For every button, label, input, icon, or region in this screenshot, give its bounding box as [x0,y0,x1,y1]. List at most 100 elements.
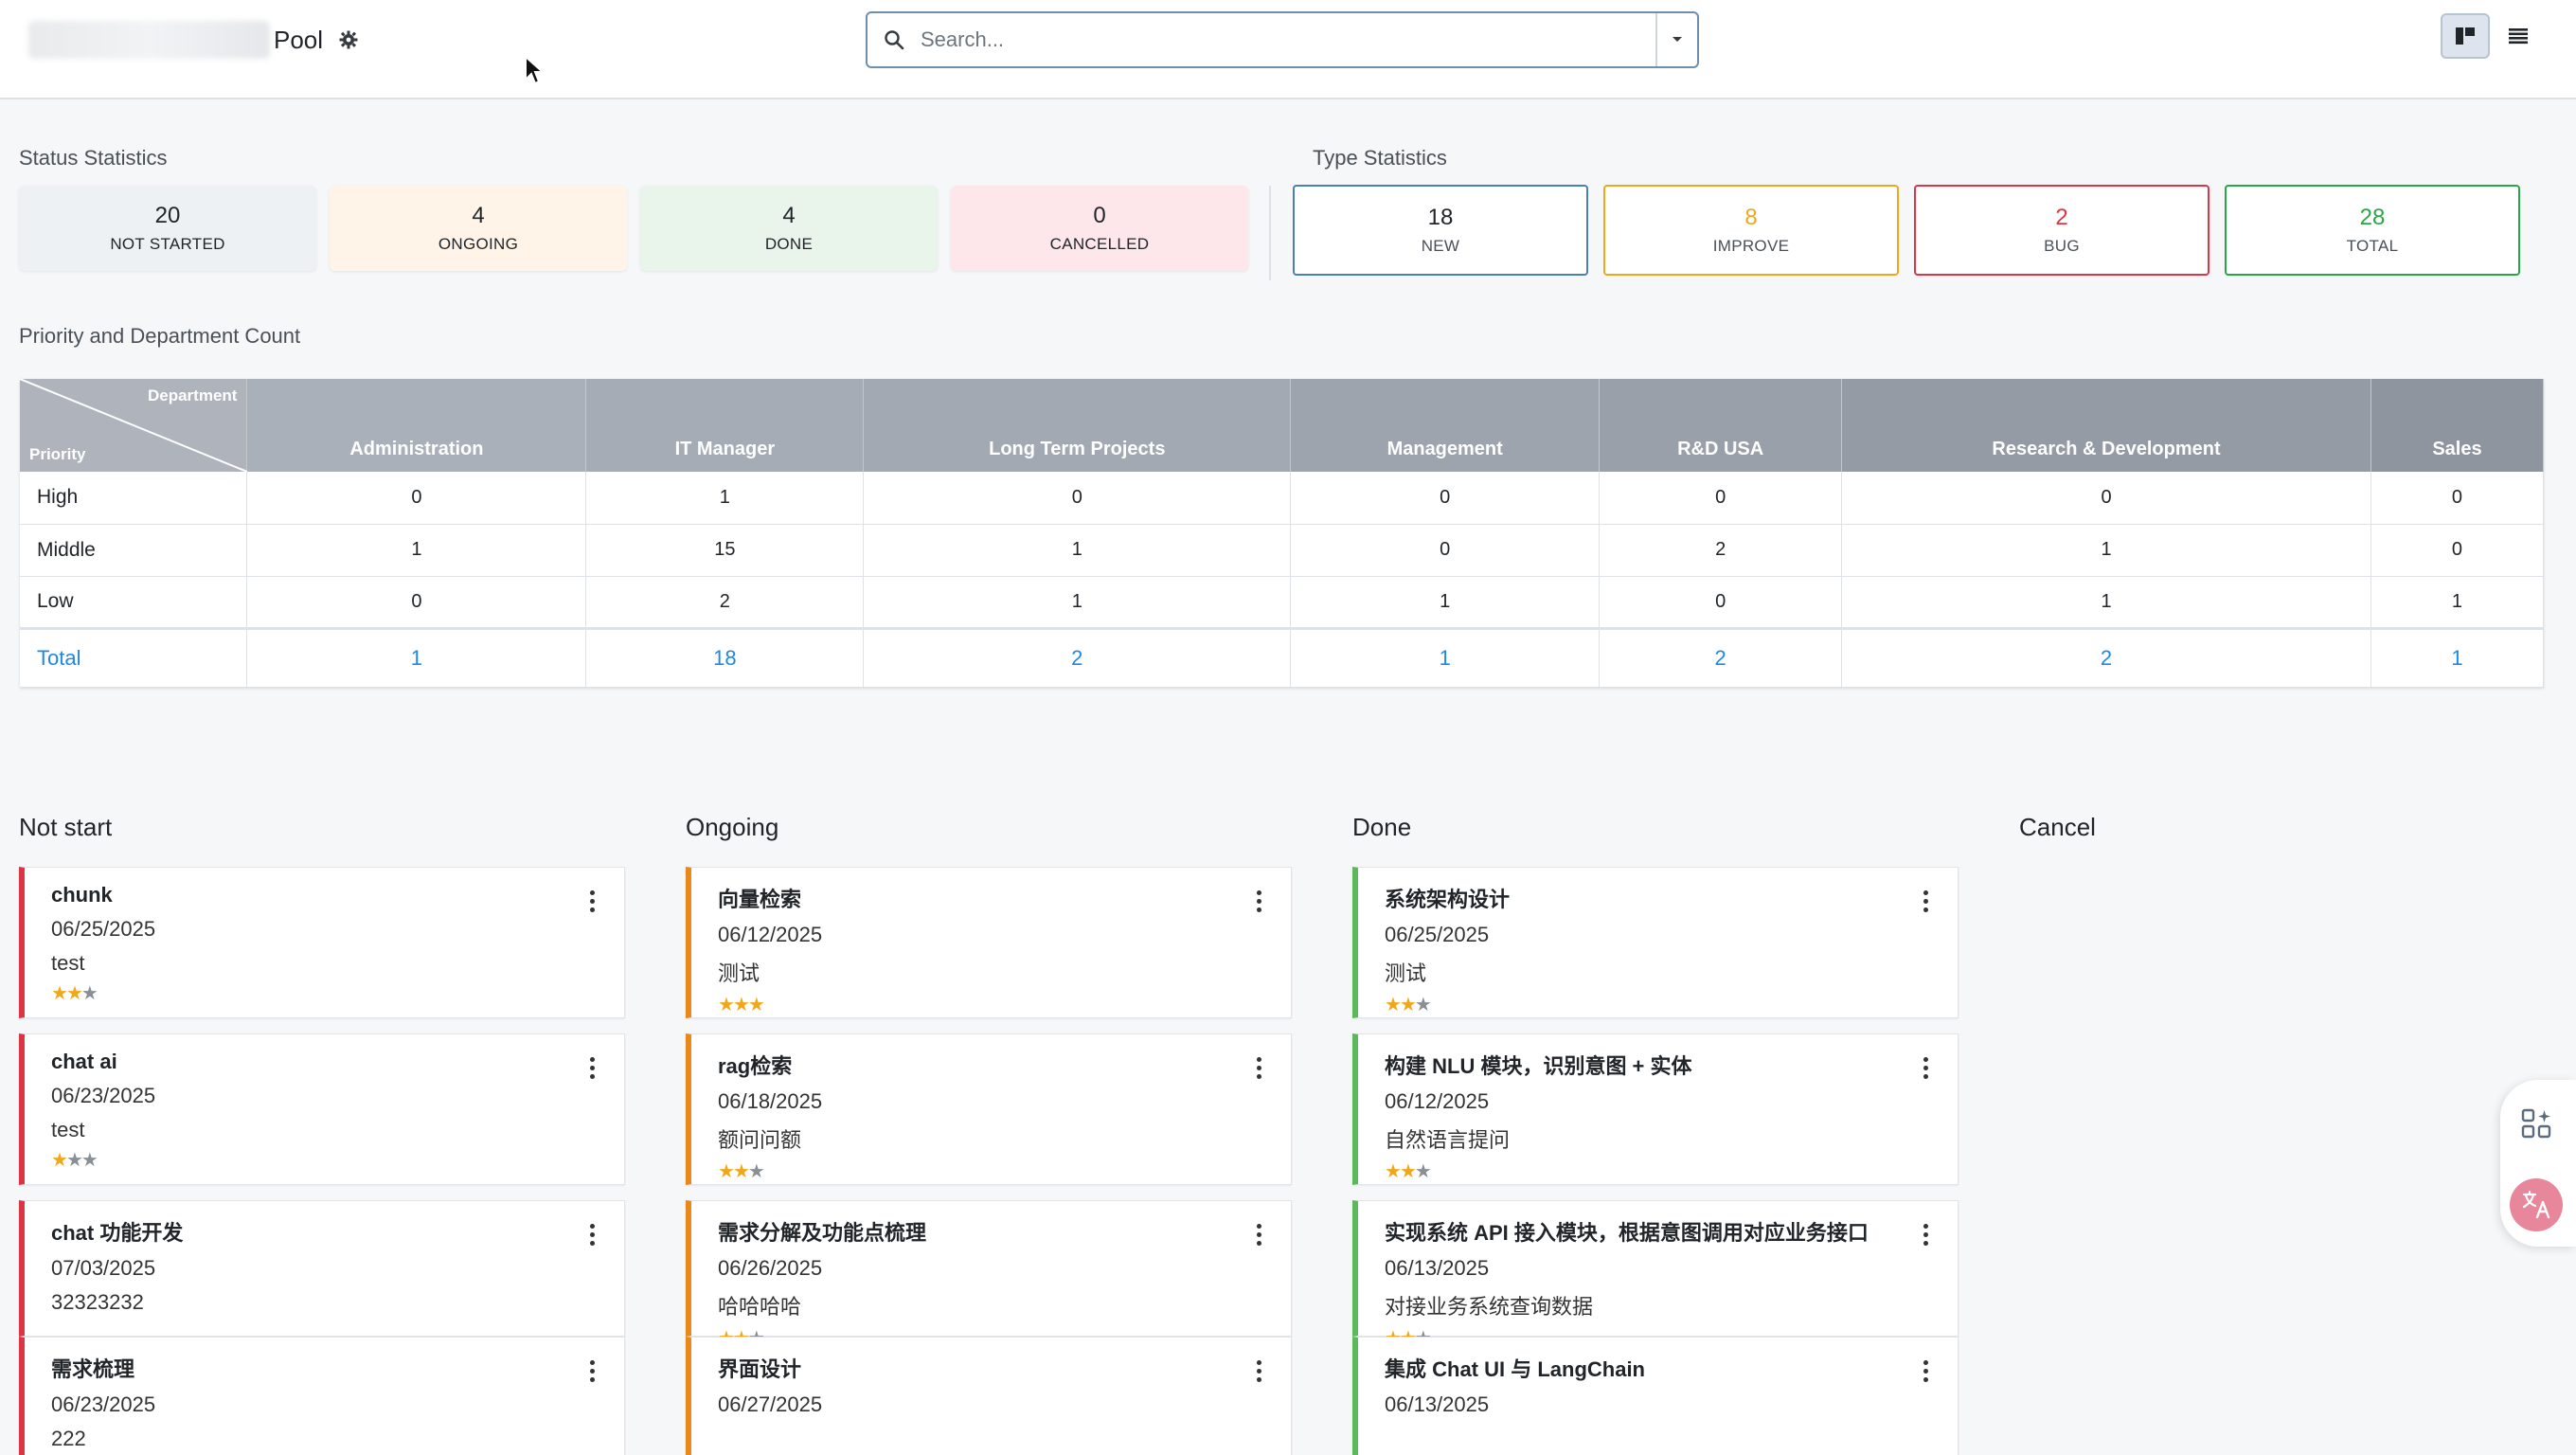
table-header-row: Department Priority Administration IT Man… [20,379,2545,472]
card-title: 需求梳理 [51,1357,135,1381]
total-count-link[interactable]: 1 [1290,626,1601,688]
priority-label: Middle [20,524,248,577]
card-menu-icon[interactable] [588,1057,596,1079]
priority-stars: ★★★ [51,1148,624,1172]
status-count: 0 [1093,203,1106,228]
priority-stars: ★★★ [51,981,624,1005]
type-label: IMPROVE [1712,237,1790,255]
count-cell: 0 [1841,472,2371,525]
task-card[interactable]: 界面设计 06/27/2025 [686,1337,1292,1455]
corner-diagonal [20,379,247,472]
priority-stars: ★★★ [1385,993,1958,1016]
total-count-link[interactable]: 2 [1841,626,2371,688]
corner-department-label: Department [147,386,238,404]
count-cell: 1 [863,576,1292,629]
floating-toolbar [2500,1080,2576,1247]
card-title: 需求分解及功能点梳理 [718,1221,927,1245]
dept-header-management: Management [1290,379,1601,472]
card-menu-icon[interactable] [588,1360,596,1382]
card-title: 系统架构设计 [1385,888,1511,911]
card-menu-icon[interactable] [1255,1224,1262,1246]
apps-button[interactable] [2510,1097,2563,1150]
status-count: 20 [154,203,181,228]
column-title-ongoing: Ongoing [686,813,779,841]
list-view-button[interactable] [2494,13,2543,59]
star-icon: ★ [747,1161,765,1182]
count-cell: 1 [585,472,865,525]
card-date: 06/12/2025 [1385,1089,1490,1113]
search-box[interactable] [866,11,1699,68]
task-card[interactable]: 系统架构设计 06/25/2025 测试 ★★★ [1352,867,1959,1018]
type-card-bug[interactable]: 2 BUG [1914,185,2209,276]
search-dropdown-toggle[interactable] [1655,13,1697,66]
card-menu-icon[interactable] [1922,890,1929,912]
column-title-done: Done [1352,813,1412,841]
total-count-link[interactable]: 1 [246,626,587,688]
type-card-improve[interactable]: 8 IMPROVE [1603,185,1899,276]
card-description: 对接业务系统查询数据 [1385,1295,1594,1319]
card-menu-icon[interactable] [588,890,596,912]
star-icon: ★ [718,995,735,1015]
status-card-done[interactable]: 4 DONE [640,186,938,271]
card-menu-icon[interactable] [1255,1057,1262,1079]
card-date: 06/25/2025 [51,917,156,941]
star-icon: ★ [1399,995,1417,1015]
star-icon: ★ [51,1150,68,1171]
translate-button[interactable] [2510,1178,2563,1231]
task-card[interactable]: rag检索 06/18/2025 额问问额 ★★★ [686,1033,1292,1185]
total-count-link[interactable]: 2 [1599,626,1843,688]
status-label: DONE [764,235,814,253]
total-label[interactable]: Total [20,626,248,688]
card-menu-icon[interactable] [1922,1057,1929,1079]
card-menu-icon[interactable] [1922,1360,1929,1382]
dept-header-research-development: Research & Development [1841,379,2371,472]
status-card-ongoing[interactable]: 4 ONGOING [330,186,627,271]
dept-header-administration: Administration [246,379,587,472]
caret-down-icon [1673,37,1682,42]
star-icon: ★ [65,983,83,1004]
card-date: 06/26/2025 [718,1256,823,1280]
task-card[interactable]: chat ai 06/23/2025 test ★★★ [19,1033,625,1185]
type-card-new[interactable]: 18 NEW [1293,185,1588,276]
dept-header-sales: Sales [2370,379,2545,472]
task-card[interactable]: chat 功能开发 07/03/2025 32323232 [19,1200,625,1337]
task-card[interactable]: 实现系统 API 接入模块，根据意图调用对应业务接口 06/13/2025 对接业务… [1352,1200,1959,1349]
type-card-total[interactable]: 28 TOTAL [2225,185,2520,276]
task-card[interactable]: 构建 NLU 模块，识别意图 + 实体 06/12/2025 自然语言提问 ★★★ [1352,1033,1959,1185]
card-title: 构建 NLU 模块，识别意图 + 实体 [1385,1054,1692,1078]
card-menu-icon[interactable] [1922,1224,1929,1246]
card-description: 测试 [1385,961,1427,985]
status-label: CANCELLED [1049,235,1150,253]
total-count-link[interactable]: 2 [863,626,1292,688]
count-cell: 2 [585,576,865,629]
stats-divider [1269,186,1271,280]
kanban-view-button[interactable] [2441,13,2490,59]
card-title: rag检索 [718,1054,793,1078]
type-count: 28 [2359,205,2386,230]
total-row: Total 1 18 2 1 2 2 1 [20,626,2545,688]
total-count-link[interactable]: 18 [585,626,865,688]
dept-header-r-d-usa: R&D USA [1599,379,1843,472]
total-count-link[interactable]: 1 [2370,626,2545,688]
task-card[interactable]: chunk 06/25/2025 test ★★★ [19,867,625,1018]
card-menu-icon[interactable] [1255,890,1262,912]
search-icon [868,29,921,50]
count-cell: 1 [1841,576,2371,629]
count-cell: 2 [1599,524,1843,577]
dept-header-it-manager: IT Manager [585,379,865,472]
task-card[interactable]: 集成 Chat UI 与 LangChain 06/13/2025 [1352,1337,1959,1455]
gear-icon[interactable] [336,27,361,52]
card-menu-icon[interactable] [1255,1360,1262,1382]
card-title: chat 功能开发 [51,1221,184,1245]
card-menu-icon[interactable] [588,1224,596,1246]
task-card[interactable]: 向量检索 06/12/2025 测试 ★★★ [686,867,1292,1018]
card-description: 额问问额 [718,1128,802,1152]
status-card-cancelled[interactable]: 0 CANCELLED [951,186,1248,271]
status-card-not-started[interactable]: 20 NOT STARTED [19,186,316,271]
star-icon: ★ [718,1161,735,1182]
search-input[interactable] [921,27,1655,52]
star-icon: ★ [51,983,68,1004]
card-date: 06/13/2025 [1385,1392,1490,1416]
